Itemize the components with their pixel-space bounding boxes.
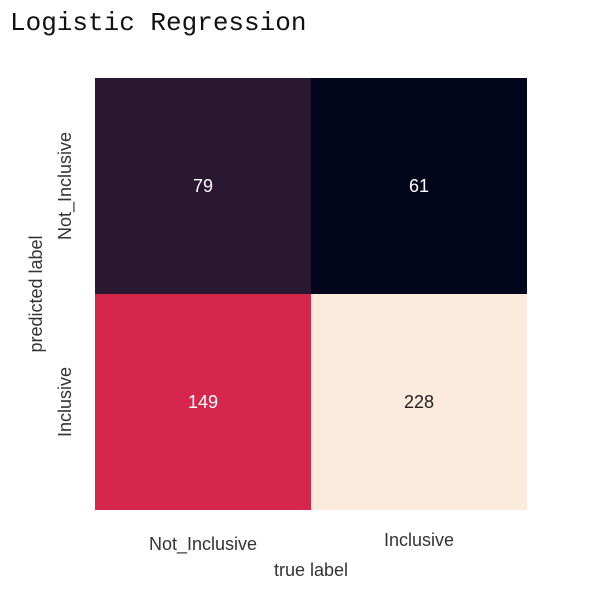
- cell-value-label: 228: [404, 392, 434, 412]
- cell-value-label: 79: [193, 176, 213, 196]
- heatmap-cell: [95, 294, 311, 510]
- heatmap-cell: [311, 78, 527, 294]
- chart-title: Logistic Regression: [10, 8, 307, 38]
- y-tick-label: Inclusive: [55, 367, 75, 437]
- cell-value-label: 61: [409, 176, 429, 196]
- y-tick-label: Not_Inclusive: [55, 132, 76, 240]
- x-tick-label: Not_Inclusive: [149, 534, 257, 555]
- heatmap-cell: [311, 294, 527, 510]
- heatmap-cell: [95, 78, 311, 294]
- y-axis-label: predicted label: [26, 235, 46, 352]
- cell-value-label: 149: [188, 392, 218, 412]
- x-tick-label: Inclusive: [384, 530, 454, 550]
- x-axis-label: true label: [274, 560, 348, 580]
